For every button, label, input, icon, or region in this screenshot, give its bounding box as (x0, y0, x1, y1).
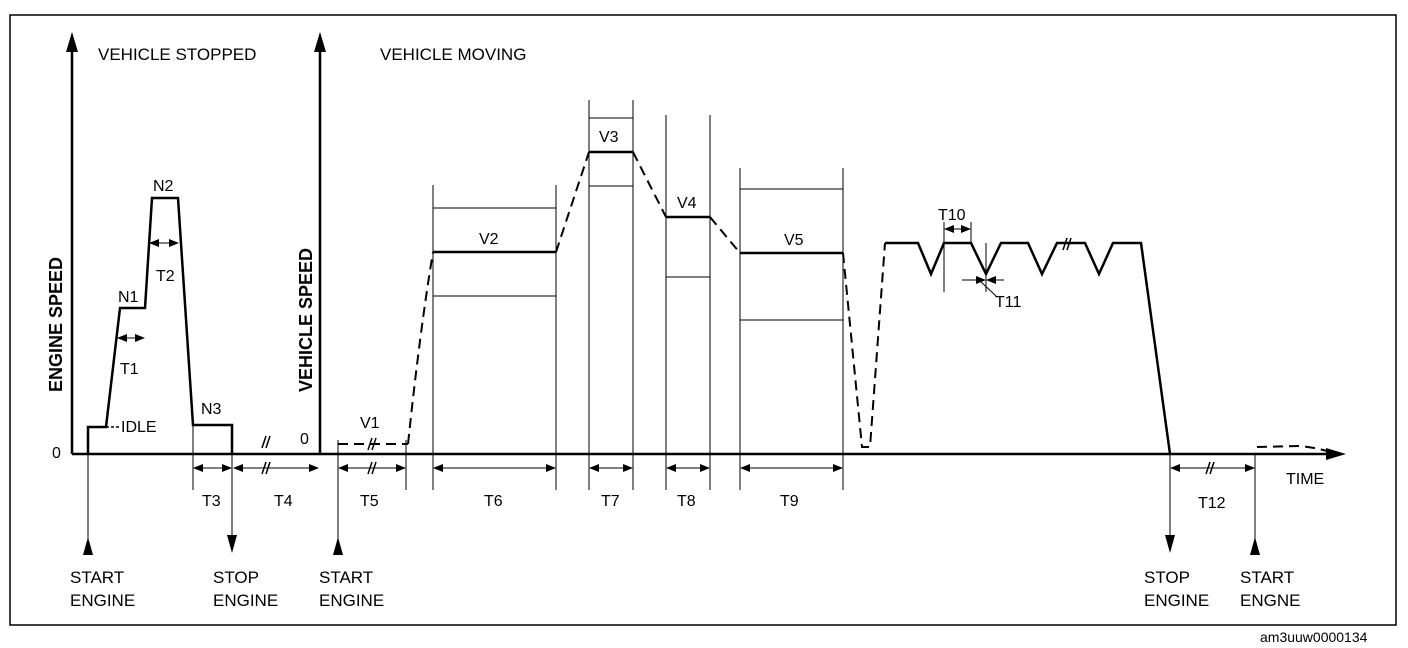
time-axis (72, 448, 1346, 460)
vehicle-speed-axis-title: VEHICLE SPEED (296, 248, 316, 392)
engine-speed-axis (66, 32, 78, 454)
t12-break-mark (1205, 461, 1215, 475)
oscillation-break-mark (1062, 237, 1072, 251)
time-axis-title: TIME (1286, 471, 1324, 488)
stop-and-reaccel-dashed (842, 242, 886, 448)
n3-label: N3 (201, 401, 222, 418)
event-5-line2: ENGNE (1240, 591, 1300, 610)
t6-label: T6 (484, 493, 503, 510)
event-marker-stop-engine-2: STOP ENGINE (1144, 490, 1209, 610)
t3-label: T3 (202, 493, 221, 510)
v5-label: V5 (784, 232, 804, 249)
t4-label: T4 (274, 493, 293, 510)
t7-label: T7 (601, 493, 620, 510)
t11-leader (979, 280, 997, 297)
t9-label: T9 (780, 493, 799, 510)
vehicle-speed-axis (314, 32, 326, 454)
event-3-line1: START (319, 568, 373, 587)
v4-window (665, 115, 711, 490)
decel-to-v5-dashed (709, 216, 741, 254)
v4-label: V4 (677, 195, 697, 212)
diagram-frame (9, 14, 1397, 626)
n1-label: N1 (118, 289, 139, 306)
event-2-line2: ENGINE (213, 591, 278, 610)
v3-label: V3 (599, 129, 619, 146)
event-1-line1: START (70, 568, 124, 587)
vehicle-moving-heading: VEHICLE MOVING (380, 45, 526, 64)
t12-label: T12 (1198, 495, 1226, 512)
idle-label: IDLE (121, 419, 157, 436)
accel-to-v2-dashed (407, 251, 434, 445)
oscillation-curve (885, 241, 1172, 455)
t4-break-mark (261, 435, 271, 475)
t11-label: T11 (995, 294, 1021, 311)
n2-label: N2 (153, 178, 174, 195)
event-marker-start-engine-3: START ENGNE (1240, 490, 1300, 610)
vehicle-stopped-heading: VEHICLE STOPPED (98, 45, 256, 64)
t5-break-mark (367, 461, 377, 475)
event-5-line1: START (1240, 568, 1294, 587)
t10-label: T10 (938, 207, 966, 224)
t2-label: T2 (156, 268, 175, 285)
event-marker-start-engine-2: START ENGINE (319, 454, 384, 610)
t8-label: T8 (677, 493, 696, 510)
v2-label: V2 (479, 231, 499, 248)
decel-to-v4-dashed (632, 151, 667, 218)
v1-break-mark (367, 437, 377, 451)
event-1-line2: ENGINE (70, 591, 135, 610)
t1-label: T1 (120, 361, 139, 378)
zero-label-vehicle: 0 (300, 431, 309, 448)
engine-speed-axis-title: ENGINE SPEED (46, 257, 66, 392)
engine-speed-curve (86, 196, 234, 454)
v1-label: V1 (360, 415, 380, 432)
event-4-line1: STOP (1144, 568, 1190, 587)
event-4-line2: ENGINE (1144, 591, 1209, 610)
v2-window (432, 185, 557, 490)
event-marker-start-engine-1: START ENGINE (70, 454, 135, 610)
t5-label: T5 (360, 493, 379, 510)
event-2-line1: STOP (213, 568, 259, 587)
figure-code: am3uuw0000134 (1260, 629, 1368, 645)
zero-label-engine: 0 (52, 445, 61, 462)
v3-window (588, 100, 634, 490)
event-3-line2: ENGINE (319, 591, 384, 610)
accel-to-v3-dashed (555, 151, 590, 253)
v5-window (739, 168, 844, 490)
event-marker-stop-engine-1: STOP ENGINE (213, 454, 278, 610)
